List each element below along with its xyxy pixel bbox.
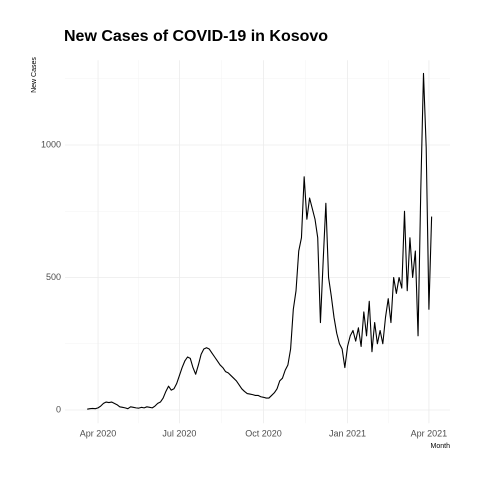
x-tick-label: Oct 2020: [245, 428, 282, 438]
x-tick-label: Apr 2020: [80, 428, 117, 438]
x-tick-label: Jul 2020: [162, 428, 196, 438]
y-axis-label: New Cases: [31, 57, 38, 93]
x-tick-label: Jan 2021: [329, 428, 366, 438]
chart-title: New Cases of COVID-19 in Kosovo: [64, 28, 328, 45]
x-tick-label: Apr 2021: [411, 428, 448, 438]
y-tick-label: 0: [56, 404, 61, 414]
y-tick-label: 500: [46, 272, 61, 282]
x-axis-label: Month: [431, 443, 451, 450]
data-line: [87, 72, 433, 410]
y-tick-label: 1000: [41, 139, 61, 149]
